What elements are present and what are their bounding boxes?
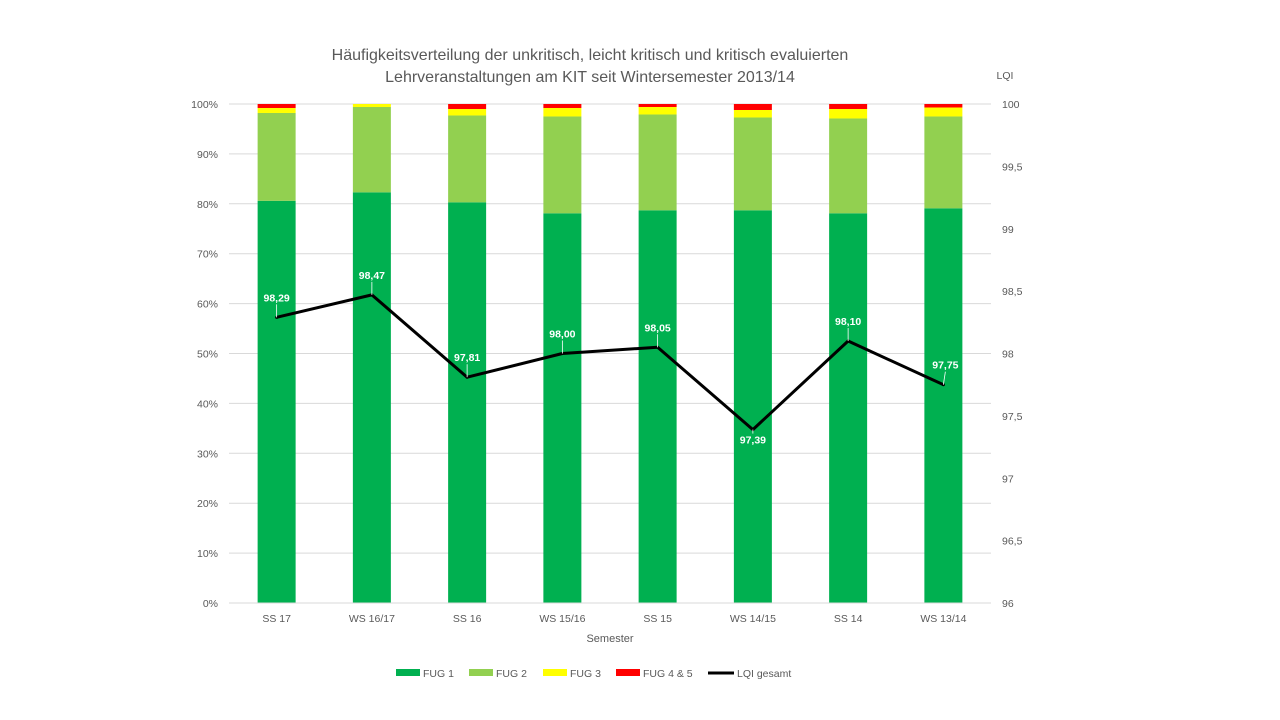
bar-fug-4-5-ws-15-16 xyxy=(543,104,582,108)
bar-fug-2-ss-17 xyxy=(257,112,296,201)
y2-tick-label: 99 xyxy=(1002,224,1014,236)
lqi-data-labels: 98,29 98,47 97,81 98,00 98,05 97,39 98,10 97,75 xyxy=(263,270,958,447)
x-tick-label: WS 14/15 xyxy=(730,613,776,625)
y2-tick-label: 98 xyxy=(1002,349,1014,361)
legend-label-fug-1: FUG 1 xyxy=(423,668,454,680)
bar-fug-1-ss-17 xyxy=(257,200,296,603)
y2-tick-label: 98,5 xyxy=(1002,286,1023,298)
chart-title-line-1: Häufigkeitsverteilung der unkritisch, le… xyxy=(332,47,849,64)
x-tick-label: SS 17 xyxy=(262,613,291,625)
x-tick-label: WS 13/14 xyxy=(920,613,966,625)
x-axis-ticks: SS 17 WS 16/17 SS 16 WS 15/16 SS 15 WS 14/15 S… xyxy=(262,613,966,625)
bar-fug-3-ss-17 xyxy=(257,107,296,113)
y-tick-label: 50% xyxy=(197,349,218,361)
bar-fug-2-ss-15 xyxy=(638,114,677,211)
bar-fug-4-5-ws-14-15 xyxy=(733,104,772,110)
y2-tick-label: 100 xyxy=(1002,99,1020,111)
legend-swatch-fug-2 xyxy=(469,669,493,676)
y-tick-label: 40% xyxy=(197,398,218,410)
lqi-data-label: 98,29 xyxy=(263,292,289,304)
y-tick-label: 80% xyxy=(197,199,218,211)
y-tick-label: 90% xyxy=(197,149,218,161)
x-tick-label: SS 15 xyxy=(643,613,672,625)
x-tick-label: SS 16 xyxy=(453,613,482,625)
y-tick-label: 20% xyxy=(197,498,218,510)
bar-fug-2-ss-16 xyxy=(448,115,487,203)
bar-fug-3-ws-13-14 xyxy=(924,107,963,117)
bar-stacks xyxy=(257,104,963,604)
chart-title: Häufigkeitsverteilung der unkritisch, le… xyxy=(332,47,849,86)
y2-tick-label: 99,5 xyxy=(1002,161,1023,173)
bar-fug-2-ws-15-16 xyxy=(543,116,582,214)
legend: FUG 1 FUG 2 FUG 3 FUG 4 & 5 LQI gesamt xyxy=(396,668,791,680)
legend-swatch-fug-1 xyxy=(396,669,420,676)
y-tick-label: 30% xyxy=(197,448,218,460)
y2-axis-ticks: 96 96,5 97 97,5 98 98,5 99 99,5 100 xyxy=(1002,99,1023,610)
bar-fug-3-ss-14 xyxy=(829,108,868,119)
bar-fug-1-ss-15 xyxy=(638,210,677,604)
y-tick-label: 60% xyxy=(197,299,218,311)
bar-fug-1-ws-14-15 xyxy=(733,210,772,604)
lqi-data-label: 97,81 xyxy=(454,352,480,364)
legend-swatch-fug-4-5 xyxy=(616,669,640,676)
bar-fug-3-ws-16-17 xyxy=(352,104,391,107)
lqi-data-label: 98,00 xyxy=(549,329,575,341)
bar-fug-4-5-ss-14 xyxy=(829,104,868,109)
lqi-data-label: 97,39 xyxy=(740,435,766,447)
y-tick-label: 10% xyxy=(197,548,218,560)
lqi-label-leader xyxy=(942,371,946,385)
legend-label-fug-2: FUG 2 xyxy=(496,668,527,680)
lqi-data-label: 98,10 xyxy=(835,316,861,328)
y2-tick-label: 97,5 xyxy=(1002,411,1023,423)
bar-fug-4-5-ss-15 xyxy=(638,104,677,107)
gridlines xyxy=(229,103,991,554)
bar-fug-1-ws-16-17 xyxy=(352,192,391,603)
y-tick-label: 70% xyxy=(197,249,218,261)
bar-fug-1-ws-15-16 xyxy=(543,213,582,603)
legend-swatch-fug-3 xyxy=(543,669,567,676)
legend-label-fug-4-5: FUG 4 & 5 xyxy=(643,668,693,680)
bar-fug-3-ss-16 xyxy=(448,108,487,116)
x-tick-label: WS 16/17 xyxy=(349,613,395,625)
bar-fug-2-ws-13-14 xyxy=(924,116,963,209)
y2-tick-label: 97 xyxy=(1002,473,1014,485)
y2-tick-label: 96 xyxy=(1002,598,1014,610)
lqi-data-label: 98,47 xyxy=(359,270,385,282)
legend-label-lqi-gesamt: LQI gesamt xyxy=(737,668,791,680)
bar-fug-3-ws-15-16 xyxy=(543,107,582,117)
bar-fug-2-ws-16-17 xyxy=(352,106,391,193)
bar-fug-4-5-ss-17 xyxy=(257,104,296,108)
lqi-data-label: 97,75 xyxy=(932,360,958,372)
y-tick-label: 0% xyxy=(203,598,218,610)
x-tick-label: SS 14 xyxy=(834,613,863,625)
x-tick-label: WS 15/16 xyxy=(539,613,585,625)
lqi-data-label: 98,05 xyxy=(644,322,670,334)
bar-fug-2-ws-14-15 xyxy=(733,117,772,211)
y2-axis-title: LQI xyxy=(997,70,1014,82)
bar-fug-1-ss-16 xyxy=(448,202,487,604)
lqi-line xyxy=(276,293,945,432)
bar-fug-2-ss-14 xyxy=(829,118,868,214)
bar-fug-4-5-ws-13-14 xyxy=(924,104,963,108)
chart-title-line-2: Lehrveranstaltungen am KIT seit Winterse… xyxy=(385,69,795,86)
legend-label-fug-3: FUG 3 xyxy=(570,668,601,680)
bar-fug-3-ws-14-15 xyxy=(733,109,772,118)
x-axis-title: Semester xyxy=(586,633,633,645)
bar-fug-1-ws-13-14 xyxy=(924,208,963,603)
bar-fug-3-ss-15 xyxy=(638,106,677,115)
y-axis-ticks: 0% 10% 20% 30% 40% 50% 60% 70% 80% 90% 100% xyxy=(191,99,218,610)
y-tick-label: 100% xyxy=(191,99,218,111)
bar-fug-1-ss-14 xyxy=(829,213,868,603)
y2-tick-label: 96,5 xyxy=(1002,536,1023,548)
bar-fug-4-5-ss-16 xyxy=(448,104,487,109)
